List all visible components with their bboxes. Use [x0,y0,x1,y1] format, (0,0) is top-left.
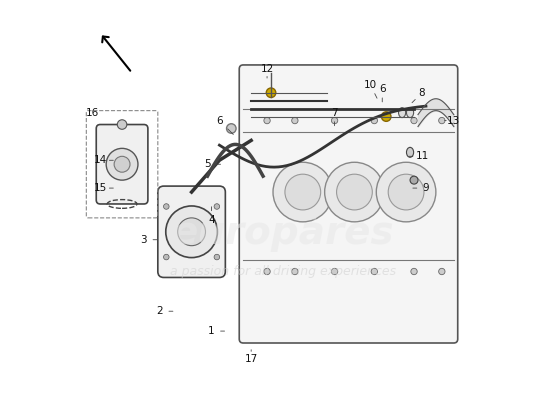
Circle shape [264,268,270,275]
Text: a passion for all driving experiences: a passion for all driving experiences [170,265,396,278]
Circle shape [292,117,298,124]
Ellipse shape [406,147,414,157]
Text: 4: 4 [208,215,214,225]
Circle shape [266,88,276,98]
Text: 10: 10 [364,80,377,90]
Text: 5: 5 [204,159,211,169]
Circle shape [439,268,445,275]
Text: 7: 7 [331,108,338,118]
Circle shape [382,112,391,121]
Circle shape [163,254,169,260]
Circle shape [264,117,270,124]
Circle shape [163,204,169,209]
Text: 12: 12 [261,64,274,74]
Circle shape [371,268,377,275]
Text: 3: 3 [141,235,147,245]
Text: 16: 16 [86,108,99,118]
Circle shape [117,120,127,129]
Text: 8: 8 [419,88,425,98]
Circle shape [214,254,219,260]
Text: 11: 11 [415,151,428,161]
Text: 17: 17 [245,354,258,364]
FancyBboxPatch shape [239,65,458,343]
Text: 9: 9 [422,183,429,193]
Circle shape [411,117,417,124]
Text: 6: 6 [216,116,223,126]
Circle shape [106,148,138,180]
Circle shape [371,117,377,124]
Circle shape [285,174,321,210]
Text: 15: 15 [94,183,107,193]
Circle shape [178,218,206,246]
Circle shape [411,268,417,275]
Circle shape [292,268,298,275]
Text: 1: 1 [208,326,214,336]
Circle shape [214,204,219,209]
Circle shape [324,162,384,222]
FancyBboxPatch shape [158,186,226,278]
Circle shape [166,206,217,258]
Circle shape [410,176,418,184]
Circle shape [388,174,424,210]
Circle shape [332,268,338,275]
Text: 13: 13 [447,116,460,126]
Circle shape [114,156,130,172]
Ellipse shape [399,108,406,118]
Text: europàres: europàres [172,212,394,252]
Circle shape [439,117,445,124]
Circle shape [337,174,372,210]
Circle shape [273,162,333,222]
Text: 6: 6 [379,84,386,94]
Circle shape [376,162,436,222]
Text: 2: 2 [157,306,163,316]
Circle shape [227,124,236,133]
Text: 14: 14 [94,155,107,165]
Ellipse shape [406,108,414,118]
Circle shape [332,117,338,124]
FancyBboxPatch shape [96,124,148,204]
